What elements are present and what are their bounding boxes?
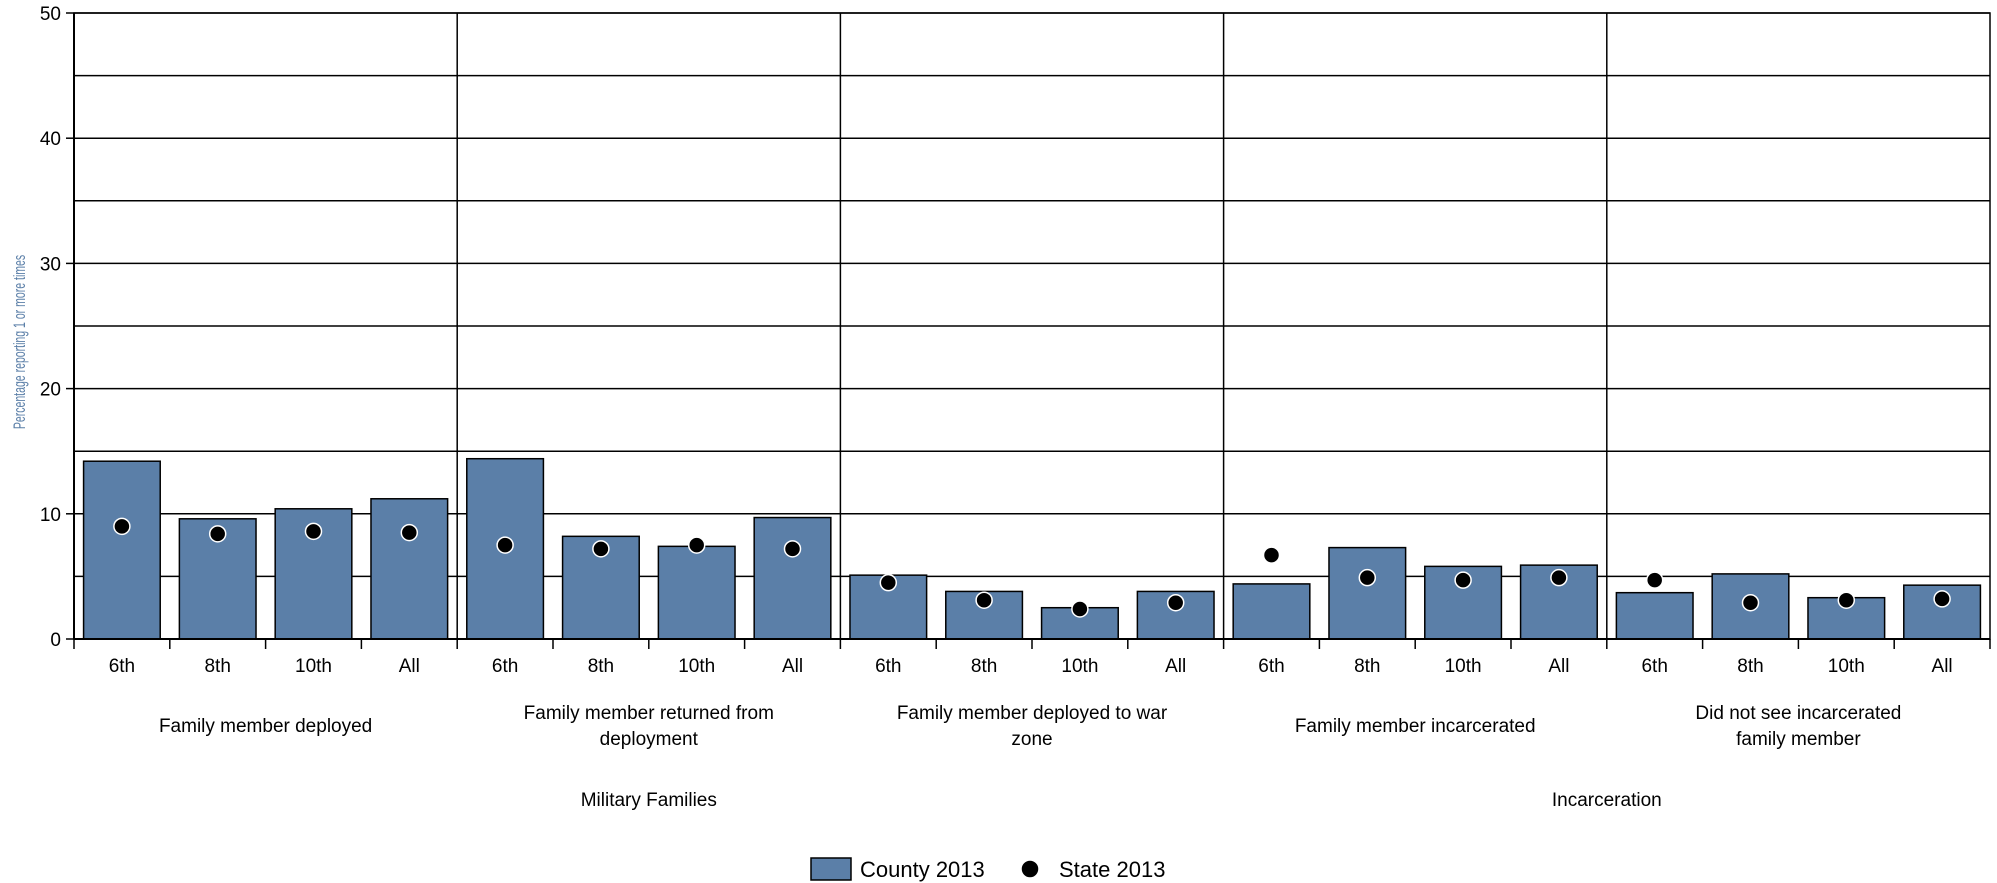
bar xyxy=(657,545,736,640)
group-label: Family member deployed xyxy=(159,716,372,737)
gridlines xyxy=(74,12,1990,578)
x-tick-label: All xyxy=(1932,656,1953,677)
group-label: Family member deployed to war zone xyxy=(897,703,1168,750)
state-dot xyxy=(879,573,898,592)
legend-label-county: County 2013 xyxy=(860,857,985,882)
bar xyxy=(1232,583,1311,640)
axis-labels: 6th 8th 10th All 6th 8th 10th All 6th 8th 10th All 6… xyxy=(109,656,1953,811)
x-tick-label: 10th xyxy=(295,656,332,677)
x-tick-label: All xyxy=(399,656,420,677)
state-dot xyxy=(208,525,227,543)
state-dot xyxy=(1071,600,1089,618)
state-dot xyxy=(496,536,514,554)
bar xyxy=(753,516,832,640)
x-tick-label: 10th xyxy=(1061,656,1098,677)
x-tick-label: 8th xyxy=(1737,656,1763,677)
x-tick-label: All xyxy=(1165,656,1186,677)
y-axis-label: Percentage reporting 1 or more times xyxy=(9,255,28,429)
x-tick-label: 8th xyxy=(588,656,614,677)
supergroup-label: Military Families xyxy=(581,790,717,811)
x-tick-label: 10th xyxy=(1828,656,1865,677)
state-dot xyxy=(1645,571,1664,589)
state-dot xyxy=(113,517,131,536)
x-tick-label: 8th xyxy=(204,656,230,677)
x-tick-label: 8th xyxy=(971,656,997,677)
legend-bar-swatch xyxy=(810,857,852,881)
x-tick-label: 6th xyxy=(492,656,518,677)
group-label-line: deployment xyxy=(600,729,699,750)
group-label-line: zone xyxy=(1011,729,1052,750)
group-label: Family member returned from deployment xyxy=(524,703,774,750)
y-tick-label: 50 xyxy=(40,4,61,25)
state-dot xyxy=(783,540,802,558)
y-tick-label: 40 xyxy=(40,129,61,150)
state-dot xyxy=(1454,571,1472,589)
y-tick-label: 20 xyxy=(40,380,61,401)
x-tick-label: All xyxy=(1548,656,1569,677)
state-dot xyxy=(687,536,706,554)
y-tick-label: 10 xyxy=(40,505,61,526)
x-tick-label: 6th xyxy=(109,656,135,677)
x-tick-label: 10th xyxy=(1445,656,1482,677)
legend: County 2013 State 2013 xyxy=(810,857,1165,882)
legend-label-state: State 2013 xyxy=(1059,857,1165,882)
bar xyxy=(1519,564,1598,640)
state-dot xyxy=(400,523,419,542)
state-dot xyxy=(1741,593,1760,612)
axes: 0 10 20 30 40 50 xyxy=(40,4,1991,651)
group-label: Family member incarcerated xyxy=(1295,716,1536,737)
bar xyxy=(82,460,161,640)
group-label-line: Family member deployed to war xyxy=(897,703,1168,724)
legend-dot-swatch xyxy=(1020,859,1040,879)
bar xyxy=(1615,591,1694,640)
bar xyxy=(1328,546,1407,640)
bars xyxy=(82,457,1982,640)
x-tick-label: 6th xyxy=(1641,656,1667,677)
y-tick-label: 0 xyxy=(50,630,61,651)
x-tick-label: 8th xyxy=(1354,656,1380,677)
state-dot xyxy=(592,540,610,558)
supergroup-label: Incarceration xyxy=(1552,790,1662,811)
group-label-line: family member xyxy=(1736,729,1861,750)
group-label: Did not see incarcerated family member xyxy=(1695,703,1901,750)
state-dot xyxy=(304,522,323,541)
state-dot xyxy=(1262,546,1281,564)
group-label-line: Family member returned from xyxy=(524,703,774,724)
state-dot xyxy=(1166,593,1185,612)
x-tick-label: 10th xyxy=(678,656,715,677)
group-label-line: Family member incarcerated xyxy=(1295,716,1536,737)
group-label-line: Did not see incarcerated xyxy=(1695,703,1901,724)
bar xyxy=(370,498,449,640)
state-dot xyxy=(1933,590,1951,608)
y-tick-label: 30 xyxy=(40,254,61,275)
x-tick-label: 6th xyxy=(1258,656,1284,677)
state-dot xyxy=(975,591,993,609)
state-dot xyxy=(1358,568,1377,587)
x-tick-label: 6th xyxy=(875,656,901,677)
group-label-line: Family member deployed xyxy=(159,716,372,737)
state-dot xyxy=(1550,568,1568,587)
state-dot xyxy=(1837,591,1856,609)
x-tick-label: All xyxy=(782,656,803,677)
state-markers xyxy=(113,517,1951,618)
